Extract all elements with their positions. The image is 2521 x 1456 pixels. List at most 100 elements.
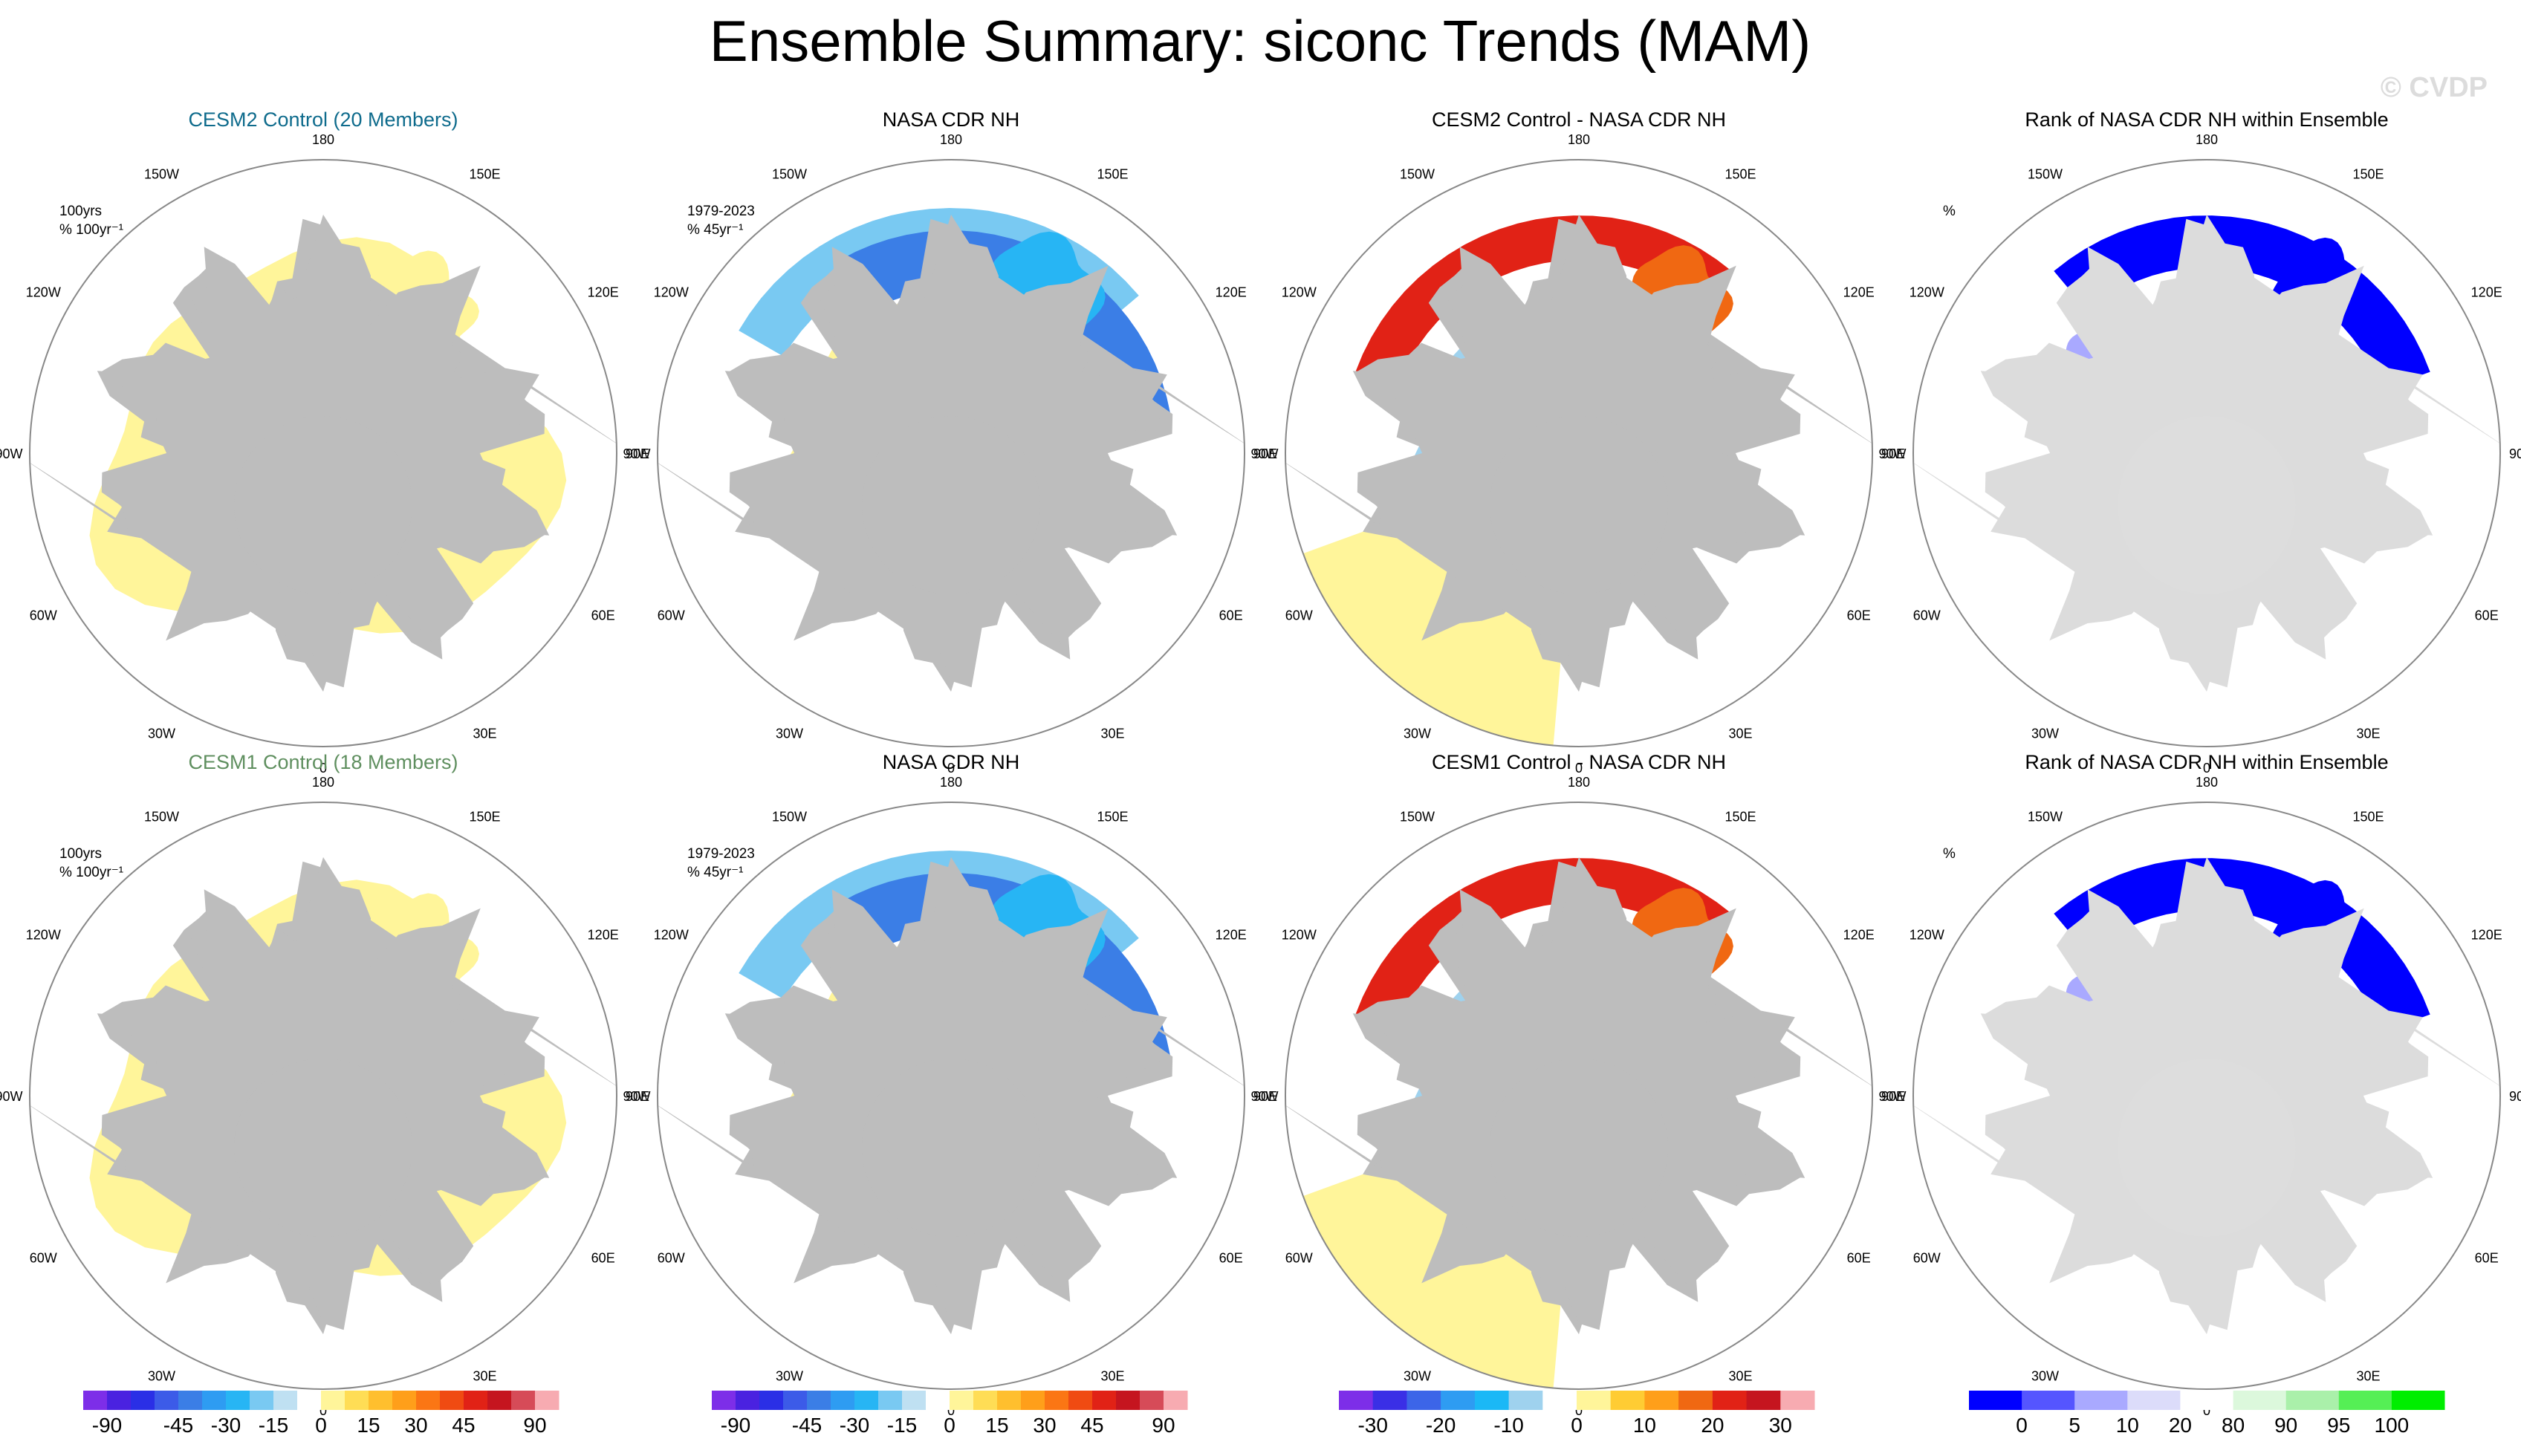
lon-label: 30W xyxy=(2031,1369,2059,1384)
colorbar-bin xyxy=(1339,1391,1374,1410)
map-border xyxy=(29,159,617,747)
lon-label: 90E xyxy=(2509,446,2521,461)
colorbar-label: 0 xyxy=(2016,1414,2028,1437)
lon-label: 60E xyxy=(1219,608,1243,623)
colorbar-bin xyxy=(511,1391,536,1410)
lon-label: 120W xyxy=(1910,285,1944,300)
trend-region xyxy=(1355,215,1732,388)
colorbar-bin xyxy=(226,1391,250,1410)
lon-label: 30W xyxy=(1404,1369,1431,1384)
colorbar-label: 30 xyxy=(1033,1414,1056,1437)
lon-label: 120E xyxy=(1843,928,1875,943)
colorbar-label: -30 xyxy=(1357,1414,1387,1437)
colorbar-label: 90 xyxy=(1152,1414,1175,1437)
colorbar-label: -30 xyxy=(840,1414,869,1437)
lon-label: 60W xyxy=(1285,608,1313,623)
lon-label: 90W xyxy=(1878,1089,1906,1104)
lon-label: 30W xyxy=(148,1369,175,1384)
lon-label: 30E xyxy=(473,1369,496,1384)
lon-label: 60E xyxy=(1847,1251,1871,1266)
lon-label: 0 xyxy=(1575,761,1583,776)
colorbar-bin xyxy=(178,1391,203,1410)
map-panel-8: Rank of NASA CDR NH within Ensemble 180 15… xyxy=(1878,751,2521,1418)
colorbar-bin xyxy=(2127,1391,2181,1410)
trend-region xyxy=(1355,858,1732,1030)
colorbar-label: -15 xyxy=(887,1414,917,1437)
map-panel-7: CESM1 Control - NASA CDR NH 180 150E 120E 90… xyxy=(1250,751,1905,1418)
lon-label: 150E xyxy=(2352,166,2384,181)
lon-label: 150W xyxy=(144,809,179,824)
colorbar-bin xyxy=(1508,1391,1543,1410)
map-field xyxy=(1285,802,1872,1389)
panel-title: CESM1 Control - NASA CDR NH xyxy=(1432,751,1726,773)
map-panel-1: CESM2 Control (20 Members)180 150E 120E 90E… xyxy=(0,108,649,776)
lon-label: 150E xyxy=(1097,166,1128,181)
land-greenland xyxy=(2118,416,2296,594)
colorbar-bin xyxy=(131,1391,155,1410)
colorbar-bin xyxy=(926,1391,950,1410)
lon-label: 120W xyxy=(654,285,689,300)
lon-label: 90E xyxy=(1253,1089,1277,1104)
lon-label: 90E xyxy=(1881,446,1905,461)
land-greenland xyxy=(234,1059,412,1237)
lon-label: 180 xyxy=(2196,132,2218,147)
colorbar-bin xyxy=(2022,1391,2075,1410)
colorbar-label: -30 xyxy=(211,1414,241,1437)
colorbar-bin xyxy=(1678,1391,1713,1410)
lon-label: 60W xyxy=(30,1251,57,1266)
lon-label: 90E xyxy=(626,446,649,461)
map-field xyxy=(658,160,1245,747)
colorbar-bin xyxy=(831,1391,855,1410)
colorbar-label: 90 xyxy=(2274,1414,2297,1437)
colorbar-trend: -90 -45 -30 -15 0 15 30 45 90 xyxy=(83,1391,559,1437)
colorbar-bin xyxy=(1712,1391,1748,1410)
lon-label: 0 xyxy=(947,761,955,776)
colorbar-label: -45 xyxy=(163,1414,193,1437)
lon-label: 150W xyxy=(772,809,807,824)
lon-label: 150W xyxy=(772,166,807,181)
lon-label: 120E xyxy=(1216,285,1247,300)
colorbar-bin xyxy=(878,1391,903,1410)
colorbar-label: -45 xyxy=(792,1414,822,1437)
colorbar-label: 100 xyxy=(2375,1414,2410,1437)
colorbar-label: 45 xyxy=(1080,1414,1103,1437)
lon-label: 30W xyxy=(1404,727,1431,741)
lon-label: 90W xyxy=(1250,446,1278,461)
lon-label: 120W xyxy=(26,285,61,300)
map-border xyxy=(657,802,1245,1390)
map-field xyxy=(1913,802,2500,1389)
panel-title: CESM1 Control (18 Members) xyxy=(188,751,458,773)
lon-label: 90W xyxy=(623,1089,650,1104)
lon-label: 30E xyxy=(1728,1369,1752,1384)
lon-label: 150E xyxy=(1725,166,1756,181)
colorbar-bin xyxy=(321,1391,345,1410)
colorbar-bin xyxy=(250,1391,274,1410)
colorbar-bin xyxy=(2180,1391,2233,1410)
land-greenland xyxy=(1490,1059,1668,1237)
lon-label: 30E xyxy=(1100,727,1124,741)
lon-label: 180 xyxy=(1568,775,1590,790)
lon-label: 0 xyxy=(2203,761,2210,776)
colorbar-label: 45 xyxy=(452,1414,475,1437)
colorbar-label: -20 xyxy=(1426,1414,1456,1437)
land-greenland xyxy=(234,416,412,594)
colorbar-bin xyxy=(2233,1391,2287,1410)
colorbar-label: -10 xyxy=(1493,1414,1523,1437)
panel-title: CESM2 Control - NASA CDR NH xyxy=(1432,108,1726,131)
panel-annotation: % xyxy=(1943,846,1956,862)
land-greenland xyxy=(862,1059,1040,1237)
lon-label: 90W xyxy=(623,446,650,461)
lon-label: 60W xyxy=(658,608,685,623)
lon-label: 60W xyxy=(1913,608,1941,623)
lon-label: 120E xyxy=(2471,285,2502,300)
colorbar-bin xyxy=(807,1391,831,1410)
colorbar-bin xyxy=(2391,1391,2445,1410)
map-border xyxy=(1912,802,2501,1390)
lon-label: 30E xyxy=(2356,1369,2380,1384)
lon-label: 180 xyxy=(312,132,334,147)
colorbar-bin xyxy=(1969,1391,2022,1410)
lon-label: 120W xyxy=(654,928,689,943)
map-panel-5: CESM1 Control (18 Members) 180 150E 120E 90E… xyxy=(0,751,649,1418)
